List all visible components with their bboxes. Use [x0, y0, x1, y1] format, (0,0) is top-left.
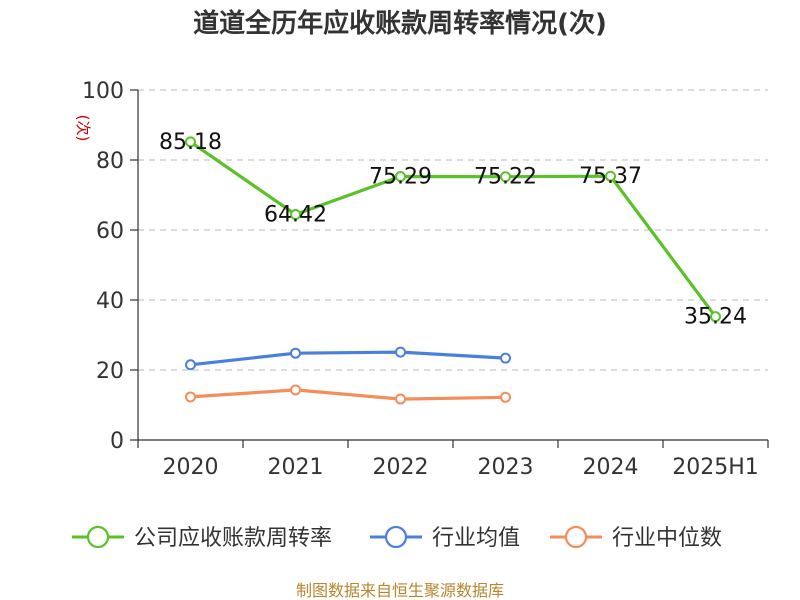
legend-swatch-marker — [86, 525, 110, 549]
y-axis-label: (次) — [74, 115, 92, 142]
data-point — [290, 209, 301, 221]
data-label: 85.18 — [159, 130, 222, 155]
data-label: 75.22 — [474, 165, 537, 190]
legend: 公司应收账款周转率 行业均值 行业中位数 — [72, 525, 722, 551]
legend-label: 公司应收账款周转率 — [134, 526, 332, 551]
y-tick-label: 0 — [110, 429, 124, 454]
data-point — [395, 346, 406, 358]
series-line-0 — [189, 140, 717, 318]
y-tick-label: 20 — [96, 359, 124, 384]
x-tick-label: 2021 — [268, 455, 324, 480]
data-point — [185, 391, 196, 403]
x-tick-label: 2025H1 — [672, 455, 759, 480]
y-tick-label: 80 — [96, 149, 124, 174]
data-point — [710, 311, 721, 323]
data-label: 35.24 — [684, 305, 747, 330]
y-tick-label: 100 — [82, 79, 124, 104]
gridlines — [138, 89, 768, 371]
y-tick-label: 40 — [96, 289, 124, 314]
data-label: 64.42 — [264, 203, 327, 228]
chart-title: 道道全历年应收账款周转率情况(次) — [193, 8, 607, 39]
data-point — [290, 347, 301, 359]
x-tick-label: 2024 — [583, 455, 639, 480]
legend-label: 行业均值 — [432, 526, 520, 551]
x-tick-label: 2020 — [163, 455, 219, 480]
legend-swatch-marker — [384, 525, 408, 549]
series-group: 85.18 64.42 75.29 75.22 75.37 35.24 — [159, 130, 747, 405]
data-point — [395, 170, 406, 182]
data-label: 75.29 — [369, 164, 432, 189]
x-tick-label: 2023 — [478, 455, 534, 480]
series-line-2 — [190, 388, 506, 401]
data-label: 75.37 — [579, 164, 642, 189]
legend-swatch-marker — [564, 525, 588, 549]
data-point — [395, 393, 406, 405]
data-point — [290, 384, 301, 396]
data-point — [500, 171, 511, 183]
data-point — [500, 352, 511, 364]
data-point — [605, 170, 616, 182]
legend-label: 行业中位数 — [612, 526, 722, 551]
y-tick-label: 60 — [96, 219, 124, 244]
x-tick-label: 2022 — [373, 455, 429, 480]
series-line-1 — [190, 350, 506, 367]
data-point — [185, 359, 196, 371]
axes: 0 20 40 60 80 100 2020 2021 2022 2023 2024 2025H1 — [82, 79, 769, 480]
source-note: 制图数据来自恒生聚源数据库 — [296, 581, 504, 600]
data-point — [185, 136, 196, 148]
data-point — [500, 391, 511, 403]
